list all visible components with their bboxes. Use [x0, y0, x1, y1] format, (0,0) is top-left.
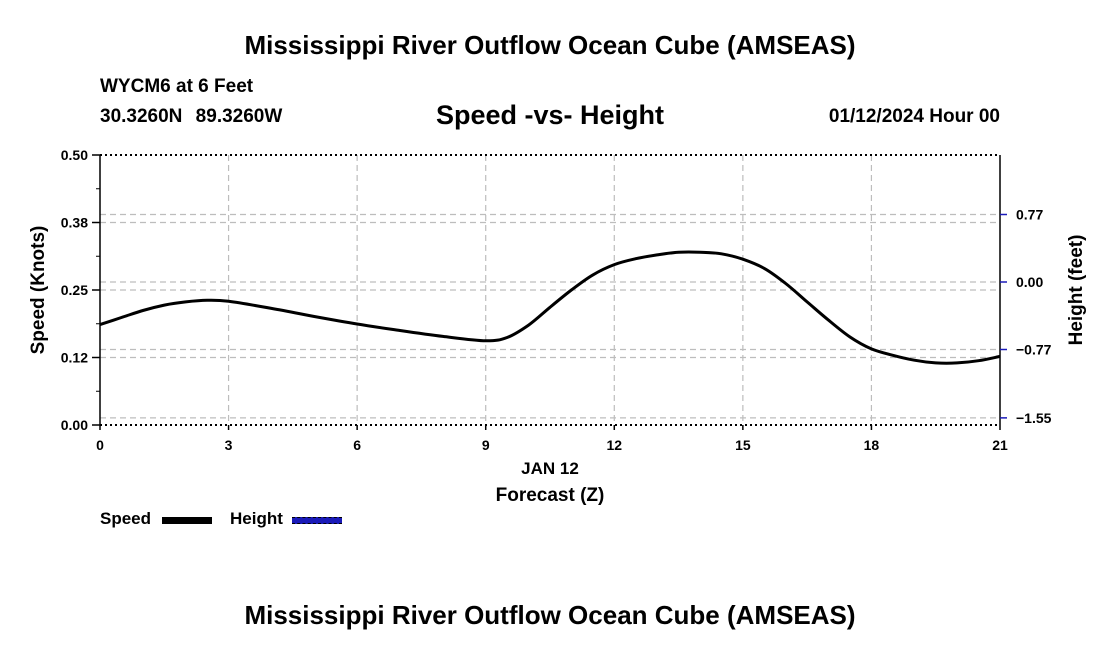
y-axis-label: Speed (Knots): [28, 226, 49, 355]
x-tick-label: 0: [96, 437, 104, 453]
chart-subtitle: Speed -vs- Height: [435, 100, 665, 130]
x-axis-date-label: JAN 12: [521, 459, 579, 478]
legend-height-label: Height: [230, 509, 283, 528]
footer-title: Mississippi River Outflow Ocean Cube (AM…: [244, 600, 856, 630]
x-tick-label: 3: [225, 437, 233, 453]
coordinates-label: 30.3260N 89.3260W: [100, 106, 283, 127]
y2-axis-label: Height (feet): [1066, 235, 1087, 346]
main-title: Mississippi River Outflow Ocean Cube (AM…: [244, 30, 856, 60]
y2-tick-label: 0.00: [1016, 274, 1043, 290]
y-tick-label: 0.12: [61, 350, 88, 366]
y2-tick-label: −0.77: [1016, 342, 1052, 358]
x-tick-label: 12: [606, 437, 622, 453]
y2-tick-label: 0.77: [1016, 207, 1043, 223]
y-tick-label: 0.38: [61, 215, 88, 231]
x-tick-label: 18: [864, 437, 880, 453]
y-tick-label: 0.50: [61, 147, 88, 163]
x-tick-label: 15: [735, 437, 751, 453]
y-tick-label: 0.00: [61, 417, 88, 433]
x-axis-label: Forecast (Z): [496, 485, 605, 506]
x-tick-label: 9: [482, 437, 490, 453]
legend-height-swatch: [292, 517, 342, 524]
speed-series-line: [99, 250, 1001, 365]
legend-speed-swatch: [162, 517, 212, 524]
legend-speed-label: Speed: [100, 509, 152, 528]
station-label: WYCM6 at 6 Feet: [100, 76, 254, 97]
x-tick-label: 6: [353, 437, 361, 453]
y2-tick-label: −1.55: [1016, 410, 1052, 426]
y-tick-label: 0.25: [61, 282, 88, 298]
x-tick-label: 21: [992, 437, 1008, 453]
datetime-label: 01/12/2024 Hour 00: [828, 106, 1000, 127]
